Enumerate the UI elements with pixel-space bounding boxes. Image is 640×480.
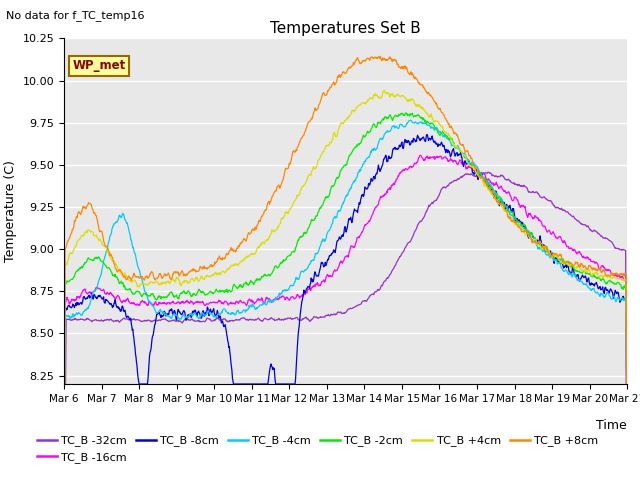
Text: No data for f_TC_temp16: No data for f_TC_temp16 xyxy=(6,10,145,21)
Line: TC_B -32cm: TC_B -32cm xyxy=(64,172,627,384)
Line: TC_B -8cm: TC_B -8cm xyxy=(64,134,627,384)
Y-axis label: Temperature (C): Temperature (C) xyxy=(4,160,17,262)
Legend: TC_B -32cm, TC_B -16cm, TC_B -8cm, TC_B -4cm, TC_B -2cm, TC_B +4cm, TC_B +8cm: TC_B -32cm, TC_B -16cm, TC_B -8cm, TC_B … xyxy=(32,431,603,468)
Text: WP_met: WP_met xyxy=(72,59,125,72)
Line: TC_B +4cm: TC_B +4cm xyxy=(64,90,627,384)
Line: TC_B +8cm: TC_B +8cm xyxy=(64,56,627,384)
Text: Time: Time xyxy=(596,419,627,432)
Line: TC_B -4cm: TC_B -4cm xyxy=(64,120,627,384)
Line: TC_B -16cm: TC_B -16cm xyxy=(64,156,627,384)
Title: Temperatures Set B: Temperatures Set B xyxy=(270,21,421,36)
Line: TC_B -2cm: TC_B -2cm xyxy=(64,113,627,384)
